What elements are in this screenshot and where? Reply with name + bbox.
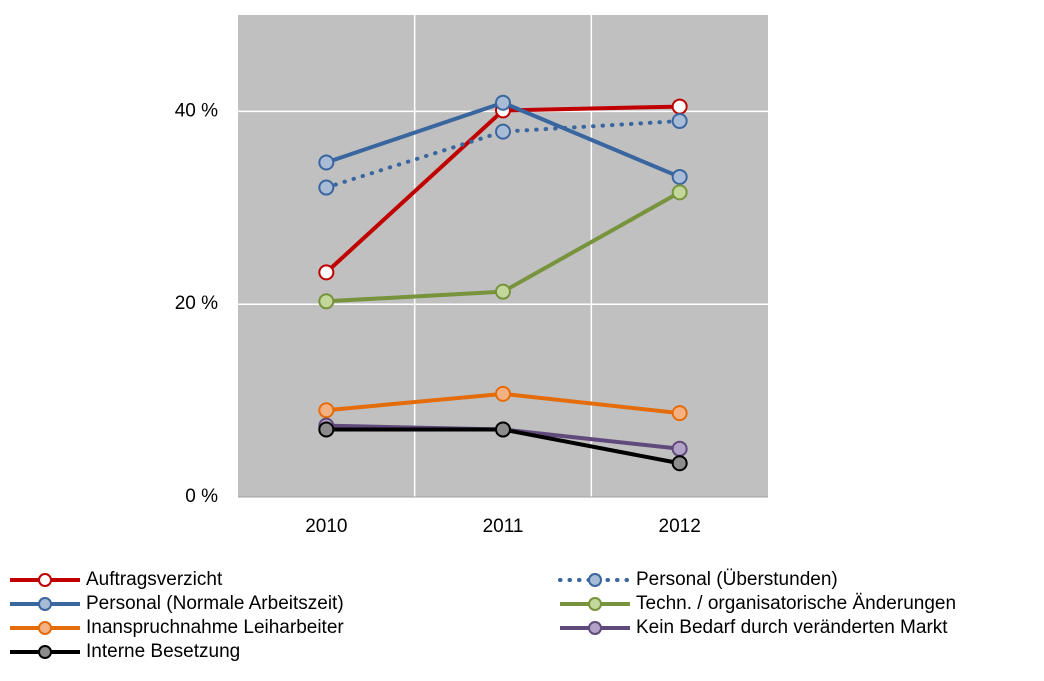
- legend-label: Kein Bedarf durch veränderten Markt: [636, 617, 948, 638]
- x-tick-label: 2010: [305, 516, 347, 537]
- marker: [495, 385, 511, 402]
- marker: [495, 94, 511, 111]
- marker: [671, 184, 688, 201]
- y-tick-label: 40 %: [175, 100, 218, 121]
- x-tick-label: 2012: [659, 516, 701, 537]
- marker: [318, 402, 335, 419]
- legend-label: Inanspruchnahme Leiharbeiter: [86, 617, 344, 638]
- marker: [318, 154, 335, 171]
- legend-marker: [588, 621, 602, 635]
- marker: [671, 113, 688, 130]
- legend-marker: [38, 597, 52, 611]
- legend-marker: [588, 573, 602, 587]
- legend-label: Personal (Normale Arbeitszeit): [86, 593, 344, 614]
- marker: [318, 421, 335, 438]
- marker: [495, 283, 511, 300]
- legend-label: Techn. / organisatorische Änderungen: [636, 593, 956, 614]
- marker: [671, 168, 688, 185]
- marker: [318, 264, 335, 281]
- series-line: [324, 119, 682, 190]
- legend-label: Auftragsverzicht: [86, 569, 223, 590]
- legend-marker: [588, 597, 602, 611]
- marker: [671, 405, 688, 422]
- legend-marker: [38, 573, 52, 587]
- marker: [318, 293, 335, 310]
- x-tick-label: 2011: [483, 516, 524, 537]
- legend-marker: [38, 645, 52, 659]
- marker: [495, 421, 511, 438]
- legend-label: Personal (Überstunden): [636, 569, 838, 590]
- y-tick-label: 20 %: [175, 293, 218, 314]
- marker: [671, 455, 688, 472]
- marker: [671, 98, 688, 115]
- marker: [318, 179, 335, 196]
- legend-marker: [38, 621, 52, 635]
- y-tick-label: 0 %: [185, 486, 218, 507]
- marker: [495, 123, 511, 140]
- marker: [671, 440, 688, 457]
- legend-label: Interne Besetzung: [86, 641, 240, 662]
